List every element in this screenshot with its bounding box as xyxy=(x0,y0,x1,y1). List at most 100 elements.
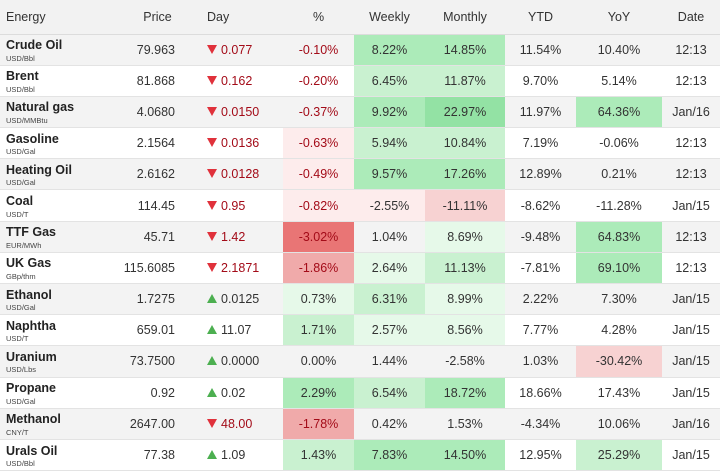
down-triangle-icon xyxy=(207,169,217,179)
header-day[interactable]: Day xyxy=(201,0,283,35)
table-row[interactable]: Heating Oil USD/Gal 2.6162 0.0128 -0.49% 9.57… xyxy=(0,158,720,191)
table-row[interactable]: Brent USD/Bbl 81.868 0.162 -0.20% 6.45% 11.87%… xyxy=(0,65,720,97)
table-row[interactable]: Uranium USD/Lbs 73.7500 0.0000 0.00% 1.44% -2.… xyxy=(0,345,720,378)
commodity-cell[interactable]: Natural gas USD/MMBtu xyxy=(0,96,114,129)
day-change-cell: 0.0150 xyxy=(201,96,283,129)
table-row[interactable]: Naphtha USD/T 659.01 11.07 1.71% 2.57% 8.56% 7.… xyxy=(0,314,720,347)
commodity-name[interactable]: UK Gas xyxy=(6,256,52,271)
table-row[interactable]: Coal USD/T 114.45 0.95 -0.82% -2.55% -11.11% -8… xyxy=(0,189,720,222)
table-row[interactable]: Methanol CNY/T 2647.00 48.00 -1.78% 0.42% 1.53… xyxy=(0,408,720,440)
commodity-name[interactable]: TTF Gas xyxy=(6,225,57,240)
commodity-name[interactable]: Heating Oil xyxy=(6,162,72,177)
date-cell: Jan/15 xyxy=(662,283,720,316)
weekly-change-cell: 7.83% xyxy=(354,439,425,472)
table-row[interactable]: Urals Oil USD/Bbl 77.38 1.09 1.43% 7.83% 14.50… xyxy=(0,439,720,472)
day-change-value: 11.07 xyxy=(221,323,252,338)
yoy-change-cell: 0.21% xyxy=(576,158,662,191)
commodity-unit: GBp/thm xyxy=(6,271,36,281)
commodity-name[interactable]: Uranium xyxy=(6,349,57,364)
commodity-cell[interactable]: Gasoline USD/Gal xyxy=(0,127,114,160)
date-cell: 12:13 xyxy=(662,127,720,160)
day-change-value: 0.077 xyxy=(221,42,253,57)
header-monthly[interactable]: Monthly xyxy=(425,0,505,35)
commodity-cell[interactable]: Crude Oil USD/Bbl xyxy=(0,34,114,66)
ytd-change-cell: 7.19% xyxy=(505,127,576,160)
table-row[interactable]: TTF Gas EUR/MWh 45.71 1.42 -3.02% 1.04% 8.69% -… xyxy=(0,221,720,253)
commodity-cell[interactable]: Methanol CNY/T xyxy=(0,408,114,440)
weekly-change-cell: 9.57% xyxy=(354,158,425,191)
commodity-name[interactable]: Brent xyxy=(6,69,39,84)
down-triangle-icon xyxy=(207,418,217,428)
commodity-name[interactable]: Urals Oil xyxy=(6,443,58,458)
monthly-change-cell: 8.56% xyxy=(425,314,505,347)
day-change-value: 0.0150 xyxy=(221,104,260,119)
table-row[interactable]: Crude Oil USD/Bbl 79.963 0.077 -0.10% 8.22% 14… xyxy=(0,34,720,66)
ytd-change-cell: 18.66% xyxy=(505,377,576,409)
commodity-cell[interactable]: Naphtha USD/T xyxy=(0,314,114,347)
commodity-cell[interactable]: Uranium USD/Lbs xyxy=(0,345,114,378)
monthly-change-cell: 11.13% xyxy=(425,252,505,285)
commodity-cell[interactable]: Propane USD/Gal xyxy=(0,377,114,409)
commodity-name[interactable]: Natural gas xyxy=(6,100,75,115)
commodity-cell[interactable]: UK Gas GBp/thm xyxy=(0,252,114,285)
yoy-change-cell: -0.06% xyxy=(576,127,662,160)
price-cell: 114.45 xyxy=(114,189,201,222)
yoy-change-cell: 64.36% xyxy=(576,96,662,129)
commodity-name[interactable]: Naphtha xyxy=(6,318,56,333)
monthly-change-cell: 11.87% xyxy=(425,65,505,97)
commodity-cell[interactable]: Ethanol USD/Gal xyxy=(0,283,114,316)
commodity-unit: USD/Gal xyxy=(6,178,36,188)
monthly-change-cell: 14.50% xyxy=(425,439,505,472)
ytd-change-cell: 7.77% xyxy=(505,314,576,347)
percent-change-cell: -1.86% xyxy=(283,252,354,285)
commodity-name[interactable]: Propane xyxy=(6,381,57,396)
date-cell: 12:13 xyxy=(662,158,720,191)
header-price[interactable]: Price xyxy=(114,0,201,35)
commodity-name[interactable]: Coal xyxy=(6,194,34,209)
table-row[interactable]: Natural gas USD/MMBtu 4.0680 0.0150 -0.37% 9.… xyxy=(0,96,720,129)
percent-change-cell: -1.78% xyxy=(283,408,354,440)
yoy-change-cell: 64.83% xyxy=(576,221,662,253)
commodity-name[interactable]: Gasoline xyxy=(6,131,59,146)
commodity-cell[interactable]: Brent USD/Bbl xyxy=(0,65,114,97)
day-change-value: 1.09 xyxy=(221,448,246,463)
header-yoy[interactable]: YoY xyxy=(576,0,662,35)
commodity-name[interactable]: Methanol xyxy=(6,412,61,427)
header-date[interactable]: Date xyxy=(662,0,720,35)
weekly-change-cell: 5.94% xyxy=(354,127,425,160)
table-row[interactable]: UK Gas GBp/thm 115.6085 2.1871 -1.86% 2.64% 11… xyxy=(0,252,720,285)
down-triangle-icon xyxy=(207,138,217,148)
table-row[interactable]: Gasoline USD/Gal 2.1564 0.0136 -0.63% 5.94% 10… xyxy=(0,127,720,160)
header-percent[interactable]: % xyxy=(283,0,354,35)
header-ytd[interactable]: YTD xyxy=(505,0,576,35)
table-row[interactable]: Propane USD/Gal 0.92 0.02 2.29% 6.54% 18.72% 18… xyxy=(0,377,720,409)
commodity-cell[interactable]: TTF Gas EUR/MWh xyxy=(0,221,114,253)
day-change-cell: 2.1871 xyxy=(201,252,283,285)
percent-change-cell: -0.37% xyxy=(283,96,354,129)
commodity-cell[interactable]: Coal USD/T xyxy=(0,189,114,222)
ytd-change-cell: 12.95% xyxy=(505,439,576,472)
day-change-cell: 1.09 xyxy=(201,439,283,472)
yoy-change-cell: 7.30% xyxy=(576,283,662,316)
weekly-change-cell: 2.57% xyxy=(354,314,425,347)
commodity-name[interactable]: Ethanol xyxy=(6,287,52,302)
day-change-value: 48.00 xyxy=(221,416,253,431)
ytd-change-cell: -8.62% xyxy=(505,189,576,222)
percent-change-cell: -3.02% xyxy=(283,221,354,253)
commodity-cell[interactable]: Heating Oil USD/Gal xyxy=(0,158,114,191)
day-change-value: 0.162 xyxy=(221,73,253,88)
ytd-change-cell: -7.81% xyxy=(505,252,576,285)
weekly-change-cell: 9.92% xyxy=(354,96,425,129)
down-triangle-icon xyxy=(207,200,217,210)
commodity-cell[interactable]: Urals Oil USD/Bbl xyxy=(0,439,114,472)
date-cell: 12:13 xyxy=(662,65,720,97)
day-change-value: 1.42 xyxy=(221,229,246,244)
header-energy[interactable]: Energy xyxy=(0,0,114,35)
day-change-value: 0.0125 xyxy=(221,292,260,307)
commodity-unit: USD/Bbl xyxy=(6,459,35,469)
commodity-name[interactable]: Crude Oil xyxy=(6,38,63,53)
ytd-change-cell: 11.54% xyxy=(505,34,576,66)
header-weekly[interactable]: Weekly xyxy=(354,0,425,35)
percent-change-cell: -0.49% xyxy=(283,158,354,191)
table-row[interactable]: Ethanol USD/Gal 1.7275 0.0125 0.73% 6.31% 8.99… xyxy=(0,283,720,316)
